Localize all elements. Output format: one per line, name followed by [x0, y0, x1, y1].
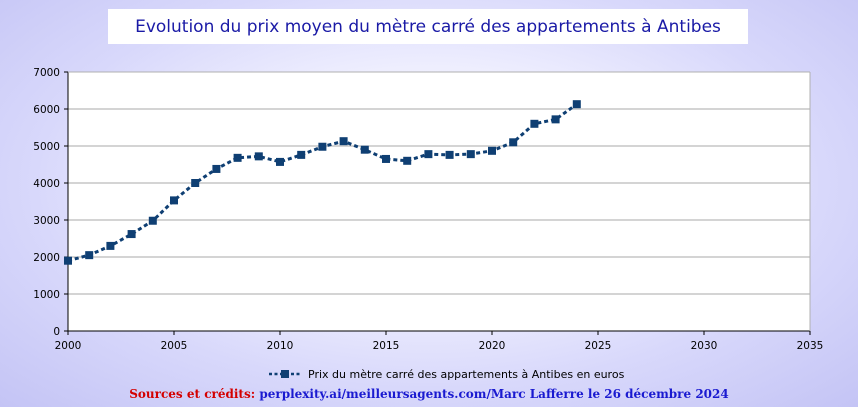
x-tick-label: 2010 [267, 340, 294, 352]
x-tick-label: 2000 [55, 340, 82, 352]
x-tick-label: 2005 [161, 340, 188, 352]
y-tick-label: 7000 [33, 67, 60, 79]
chart-title-box: Evolution du prix moyen du mètre carré d… [108, 9, 748, 44]
data-point [64, 256, 72, 265]
x-tick-label: 2035 [797, 340, 824, 352]
plot-area [68, 72, 810, 331]
credits-source: perplexity.ai/meilleursagents.com/Marc L… [259, 387, 729, 401]
y-tick-label: 5000 [33, 141, 60, 153]
data-point [297, 150, 306, 159]
data-point [572, 100, 581, 109]
data-point [276, 157, 284, 166]
legend: Prix du mètre carré des appartements à A… [268, 366, 624, 382]
data-point [127, 230, 136, 239]
y-tick-label: 6000 [33, 104, 60, 116]
legend-swatch [269, 370, 301, 378]
data-point [445, 150, 454, 159]
y-tick-label: 3000 [33, 215, 60, 227]
data-point [148, 216, 157, 225]
data-point [466, 150, 475, 159]
credits-label: Sources et crédits: [129, 387, 256, 401]
y-tick-label: 1000 [33, 289, 60, 301]
data-point [339, 137, 348, 146]
data-point [254, 152, 263, 161]
data-point [191, 179, 200, 187]
data-point [403, 156, 412, 165]
data-point [170, 196, 178, 205]
x-tick-label: 2020 [479, 340, 506, 352]
chart-title: Evolution du prix moyen du mètre carré d… [135, 16, 721, 37]
credits: Sources et crédits: perplexity.ai/meille… [0, 387, 858, 401]
y-tick-label: 0 [53, 326, 60, 338]
data-point [360, 145, 369, 154]
data-point [382, 154, 390, 163]
data-point [509, 138, 518, 147]
data-point [530, 119, 539, 128]
y-tick-label: 2000 [33, 252, 60, 264]
data-point [318, 142, 327, 151]
data-point [551, 115, 560, 124]
x-tick-label: 2030 [691, 340, 718, 352]
x-tick-label: 2025 [585, 340, 612, 352]
data-point [212, 164, 221, 173]
y-tick-label: 4000 [33, 178, 60, 190]
data-point [488, 146, 496, 155]
legend-label: Prix du mètre carré des appartements à A… [308, 367, 625, 381]
data-point [106, 241, 115, 250]
x-tick-label: 2015 [373, 340, 400, 352]
data-point [85, 251, 94, 260]
data-point [233, 153, 242, 162]
data-point [424, 150, 433, 159]
